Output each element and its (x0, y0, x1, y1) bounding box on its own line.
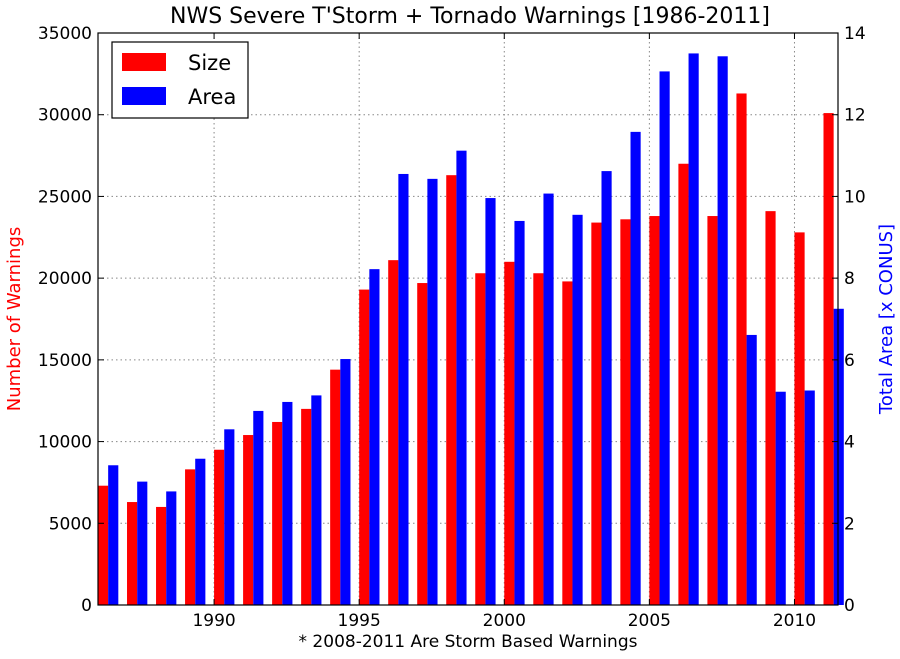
bar-size-1992 (272, 421, 283, 605)
bar-area-1999 (485, 198, 496, 605)
legend-label-size: Size (188, 51, 231, 75)
bar-area-1997 (427, 178, 438, 606)
bar-size-2009 (765, 211, 776, 605)
bar-area-1988 (166, 491, 177, 605)
bar-area-2011 (833, 308, 844, 605)
y-tick-label-left: 30000 (38, 106, 92, 126)
legend: Size Area (111, 41, 249, 119)
y-tick-label-right: 10 (844, 187, 866, 207)
bar-size-2005 (649, 216, 660, 606)
bar-size-1995 (359, 289, 370, 605)
bar-size-2000 (504, 261, 515, 605)
bar-size-1990 (214, 449, 225, 605)
y-tick-label-left: 25000 (38, 187, 92, 207)
bar-size-1986 (98, 485, 109, 605)
y-tick-label-right: 6 (844, 351, 855, 371)
bar-area-1989 (195, 458, 206, 605)
bar-size-2002 (562, 281, 573, 605)
y-tick-label-left: 10000 (38, 433, 92, 453)
bar-area-1996 (398, 173, 409, 605)
bar-size-1989 (185, 469, 196, 605)
bars (98, 53, 844, 606)
y-tick-label-left: 0 (81, 596, 92, 616)
y-tick-label-right: 0 (844, 596, 855, 616)
bar-size-2007 (707, 216, 718, 606)
bar-area-1992 (282, 401, 293, 605)
bar-size-1994 (330, 369, 341, 605)
legend-swatch-area (122, 87, 166, 105)
bar-size-1996 (388, 260, 399, 605)
bar-area-1986 (108, 465, 119, 605)
bar-size-2008 (736, 93, 747, 606)
bar-area-2003 (601, 171, 612, 605)
y-tick-label-left: 15000 (38, 351, 92, 371)
x-tick-label: 1990 (192, 611, 235, 631)
bar-size-2011 (823, 113, 834, 605)
y-tick-label-left: 35000 (38, 24, 92, 44)
y-axis-label-left: Number of Warnings (4, 227, 25, 411)
bar-area-1993 (311, 395, 322, 605)
bar-size-2010 (794, 232, 805, 605)
chart-title: NWS Severe T'Storm + Tornado Warnings [1… (170, 4, 770, 29)
y-tick-label-right: 8 (844, 269, 855, 289)
x-tick-label: 2000 (483, 611, 526, 631)
bar-size-2003 (591, 222, 602, 605)
y-tick-label-right: 4 (844, 433, 855, 453)
x-tick-label: 1995 (338, 611, 381, 631)
bar-area-2007 (717, 56, 728, 605)
x-axis-label: * 2008-2011 Are Storm Based Warnings (299, 632, 638, 652)
bar-area-1994 (340, 359, 351, 605)
plot-frame (97, 32, 839, 606)
bar-size-1988 (156, 506, 167, 605)
y-tick-label-right: 14 (844, 24, 866, 44)
bar-size-1999 (475, 273, 486, 605)
bar-area-1998 (456, 150, 467, 605)
bar-area-1991 (253, 410, 264, 605)
bar-area-1987 (137, 481, 148, 605)
y-tick-label-left: 20000 (38, 269, 92, 289)
bar-size-1987 (127, 502, 138, 605)
y-tick-label-right: 2 (844, 514, 855, 534)
bar-area-2008 (746, 334, 757, 605)
bar-area-2001 (543, 193, 554, 605)
bar-size-1993 (301, 408, 312, 605)
y-axis-label-right: Total Area [x CONUS] (876, 224, 897, 415)
bar-area-2000 (514, 220, 525, 605)
ticks: 0 5000 10000 15000 20000 25000 30000 35000 0 2 4 6 8… (38, 24, 866, 631)
bar-area-2009 (775, 391, 786, 605)
bar-area-2010 (804, 390, 815, 605)
bar-size-1997 (417, 283, 428, 605)
bar-area-2006 (688, 53, 699, 605)
bar-area-1995 (369, 269, 380, 605)
bar-size-2001 (533, 273, 544, 605)
bar-size-2006 (678, 163, 689, 605)
bar-area-2002 (572, 214, 583, 606)
bar-area-2005 (659, 71, 670, 606)
legend-swatch-size (122, 53, 166, 71)
y-tick-label-right: 12 (844, 106, 866, 126)
bar-area-2004 (630, 131, 641, 606)
bar-size-1998 (446, 175, 457, 605)
bar-area-1990 (224, 429, 235, 605)
bar-size-2004 (620, 219, 631, 605)
bar-size-1991 (243, 435, 254, 605)
x-tick-label: 2010 (773, 611, 816, 631)
x-tick-label: 2005 (628, 611, 671, 631)
y-tick-label-left: 5000 (49, 514, 92, 534)
legend-label-area: Area (188, 85, 236, 109)
